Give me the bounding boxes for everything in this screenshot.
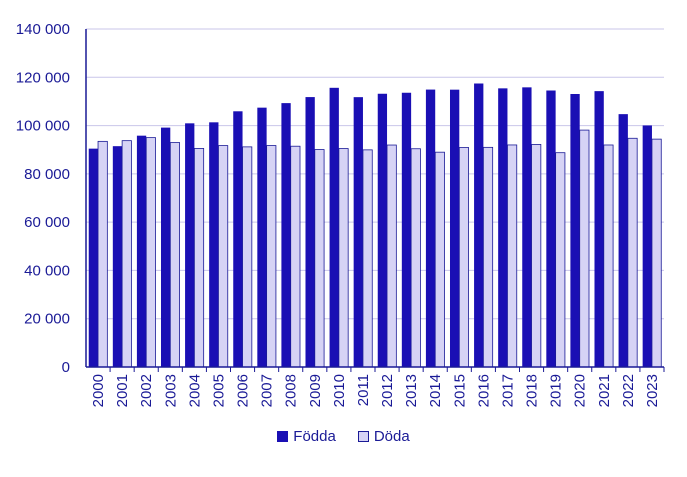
x-tick-label: 2013 [403, 374, 420, 407]
bar-doda [434, 151, 445, 368]
legend-item-fodda: Födda [277, 428, 336, 445]
bar-doda [627, 137, 638, 368]
bar-fodda [305, 97, 315, 367]
bar-doda [555, 152, 566, 368]
x-tick-label: 2021 [596, 374, 613, 407]
x-tick-label: 2004 [186, 374, 203, 407]
bars [88, 83, 662, 368]
bar-fodda [112, 146, 123, 367]
y-axis: 0 20 000 40 000 60 000 80 000 100 000 120 000 1… [16, 21, 87, 376]
x-tick-label: 2016 [475, 374, 492, 407]
bar-fodda [498, 88, 508, 368]
y-tick-label: 100 000 [16, 118, 70, 135]
bar-doda [242, 146, 253, 368]
y-tick-label: 0 [62, 359, 70, 376]
y-tick-label: 120 000 [16, 69, 70, 86]
bar-doda [386, 144, 397, 368]
bar-fodda [185, 123, 195, 368]
y-tick-label: 140 000 [16, 21, 70, 38]
legend: Födda Döda [0, 428, 687, 445]
x-tick-label: 2018 [524, 374, 541, 407]
bar-fodda [449, 89, 460, 368]
bar-doda [482, 146, 494, 368]
bar-doda [458, 147, 469, 368]
bar-fodda [329, 87, 339, 368]
x-tick-label: 2008 [283, 374, 300, 407]
legend-label-fodda: Födda [293, 428, 336, 445]
bar-doda [603, 144, 614, 368]
x-tick-label: 2002 [138, 374, 155, 407]
bar-fodda [642, 125, 652, 367]
bar-doda [531, 144, 542, 368]
bar-fodda [233, 111, 243, 368]
x-tick-label: 2014 [427, 374, 444, 407]
x-tick-label: 2006 [235, 374, 252, 407]
legend-swatch-fodda [277, 431, 289, 442]
x-tick-label: 2003 [162, 374, 179, 407]
bar-fodda [522, 87, 532, 368]
x-tick-label: 2011 [355, 374, 372, 406]
y-tick-label: 40 000 [24, 262, 70, 279]
bar-fodda [618, 114, 628, 367]
legend-item-doda: Döda [357, 428, 410, 445]
bar-fodda [570, 93, 580, 367]
y-tick-label: 20 000 [24, 311, 70, 328]
bar-fodda [425, 89, 436, 368]
legend-label-doda: Döda [373, 428, 410, 445]
bar-doda [266, 145, 277, 368]
bar-doda [121, 140, 132, 368]
x-tick-label: 2005 [210, 374, 227, 407]
x-tick-label: 2015 [451, 374, 468, 407]
bar-doda [97, 140, 108, 368]
x-tick-label: 2017 [499, 374, 516, 407]
x-tick-label: 2007 [259, 374, 276, 407]
bar-fodda [377, 93, 388, 367]
bar-doda [169, 142, 180, 368]
y-tick-label: 60 000 [24, 214, 70, 231]
bar-fodda [160, 127, 171, 367]
bar-doda [193, 148, 205, 368]
bar-fodda [594, 91, 604, 367]
bar-doda [314, 149, 325, 368]
bar-doda [410, 148, 421, 368]
x-tick-label: 2001 [114, 374, 131, 407]
y-tick-label: 80 000 [24, 166, 70, 183]
x-tick-label: 2020 [572, 374, 589, 407]
bar-fodda [136, 135, 147, 367]
x-tick-label: 2012 [379, 374, 396, 407]
bar-fodda [209, 122, 219, 367]
bar-doda [218, 145, 229, 368]
bar-fodda [546, 90, 556, 367]
bar-doda [651, 138, 662, 368]
bar-fodda [281, 103, 291, 368]
x-tick-label: 2010 [331, 374, 348, 407]
x-tick-label: 2019 [548, 374, 565, 407]
bar-fodda [88, 148, 99, 367]
bar-doda [507, 144, 518, 368]
x-axis: 2000 2001 2002 2003 2004 2005 2006 2007 2008 2009… [86, 366, 665, 407]
x-tick-label: 2000 [90, 374, 107, 407]
x-tick-label: 2009 [307, 374, 324, 407]
x-tick-label: 2022 [620, 374, 637, 407]
bar-fodda [401, 92, 412, 368]
bar-doda [362, 149, 373, 368]
bar-fodda [474, 83, 484, 367]
bar-doda [145, 137, 156, 368]
bar-doda [579, 129, 590, 368]
legend-swatch-doda [357, 431, 369, 442]
x-tick-label: 2023 [644, 374, 661, 407]
bar-fodda [257, 107, 267, 367]
bar-fodda [353, 97, 363, 368]
bar-doda [338, 148, 349, 368]
gridlines [86, 28, 664, 320]
bar-doda [290, 145, 301, 368]
